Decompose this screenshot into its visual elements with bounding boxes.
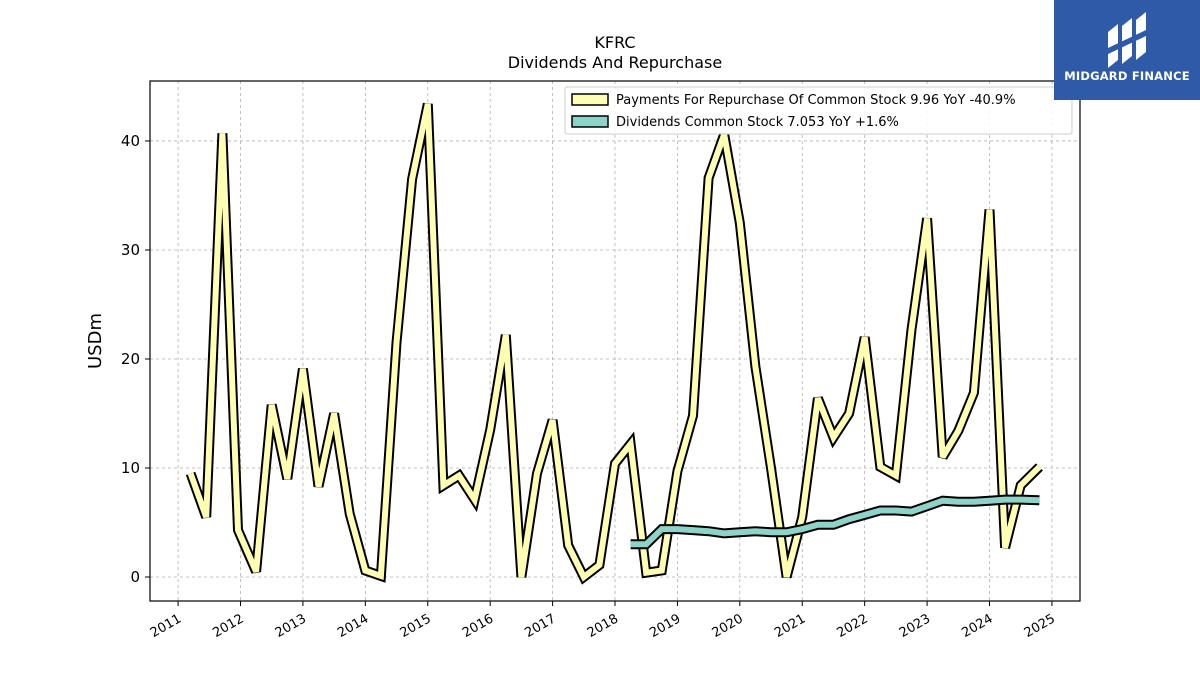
- x-tick-label: 2016: [460, 611, 496, 641]
- legend-label-repurchase: Payments For Repurchase Of Common Stock …: [616, 93, 1016, 108]
- midgard-logo-icon: [1108, 12, 1146, 68]
- series-layer: [185, 102, 1043, 585]
- x-tick-label: 2024: [959, 611, 995, 641]
- x-tick-label: 2018: [585, 611, 621, 641]
- legend-swatch-dividends: [571, 115, 609, 128]
- x-tick-label: 2020: [710, 611, 746, 641]
- x-tick-label: 2013: [273, 611, 309, 641]
- y-tick-label: 20: [121, 350, 140, 368]
- x-tick-label: 2014: [335, 611, 371, 641]
- x-tick-label: 2015: [398, 611, 434, 641]
- legend-frame: [564, 86, 1073, 135]
- y-tick-label: 30: [121, 241, 140, 259]
- y-tick-label: 10: [121, 459, 140, 477]
- x-tick-label: 2019: [647, 611, 683, 641]
- legend-label-dividends: Dividends Common Stock 7.053 YoY +1.6%: [616, 115, 899, 130]
- chart-title: KFRC: [594, 33, 635, 52]
- x-tick-label: 2017: [522, 611, 558, 641]
- y-tick-label: 0: [130, 568, 140, 586]
- x-tick-label: 2025: [1022, 611, 1058, 641]
- series-line-dividends: [630, 496, 1040, 548]
- midgard-finance-logo: MIDGARD FINANCE: [1054, 0, 1200, 100]
- x-tick-label: 2011: [148, 611, 184, 641]
- x-tick-label: 2012: [210, 611, 246, 641]
- grid: [150, 81, 1080, 601]
- y-tick-label: 40: [121, 132, 140, 150]
- y-axis-label: USDm: [85, 313, 106, 369]
- legend-swatch-repurchase: [571, 93, 609, 106]
- x-tick-label: 2023: [897, 611, 933, 641]
- chart-subtitle: Dividends And Repurchase: [508, 53, 722, 72]
- legend: Payments For Repurchase Of Common Stock …: [564, 86, 1073, 135]
- x-tick-label: 2022: [835, 611, 871, 641]
- series-line-repurchase: [187, 103, 1042, 582]
- x-tick-label: 2021: [772, 611, 808, 641]
- logo-text: MIDGARD FINANCE: [1064, 69, 1190, 83]
